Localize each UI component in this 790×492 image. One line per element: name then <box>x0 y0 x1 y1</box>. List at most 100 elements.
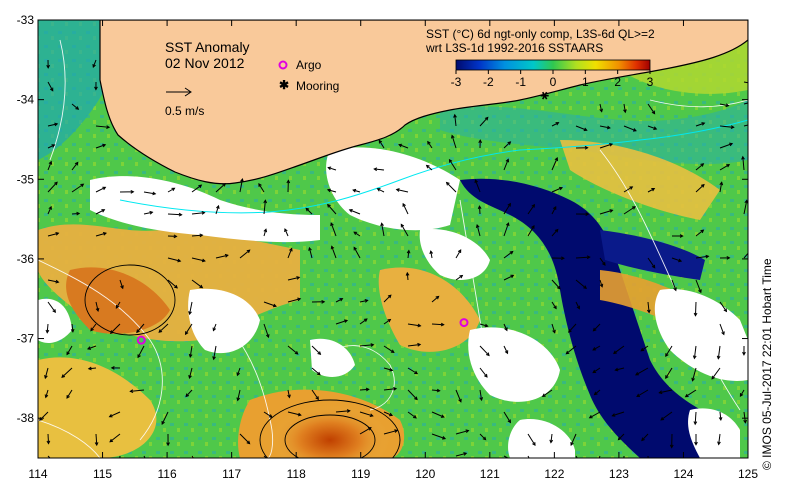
warm-anomaly-central <box>378 267 480 352</box>
current-vector-head <box>665 353 669 358</box>
current-vector <box>308 247 313 259</box>
current-vector-head <box>479 397 484 402</box>
current-vector-head <box>129 389 134 394</box>
current-vector-head <box>201 258 206 263</box>
current-vector-head <box>402 202 406 207</box>
current-vector-head <box>387 318 392 323</box>
current-vector <box>109 433 121 443</box>
current-vector <box>158 323 169 333</box>
current-vector-head <box>417 342 422 347</box>
x-tick-label: 116 <box>158 467 177 481</box>
current-vector <box>551 122 559 127</box>
current-vector <box>623 125 637 132</box>
current-vector <box>599 143 613 149</box>
current-vector <box>381 223 385 237</box>
current-vector <box>695 279 702 293</box>
current-vector <box>431 433 446 440</box>
current-vector-head <box>258 183 262 187</box>
current-vector <box>311 389 319 400</box>
current-vector <box>685 389 697 398</box>
current-vector <box>635 367 649 376</box>
current-vector <box>95 232 107 237</box>
current-vector <box>353 231 361 237</box>
y-tick-label: -33 <box>17 13 35 27</box>
current-vector <box>287 411 301 416</box>
current-vector <box>239 178 243 193</box>
current-vector <box>349 209 361 215</box>
current-vector-head <box>109 330 114 334</box>
current-vector <box>167 257 181 262</box>
current-vector-head <box>691 377 695 382</box>
current-vector <box>215 254 228 259</box>
current-vector <box>167 213 182 216</box>
current-vector-head <box>317 351 322 356</box>
current-vector-head <box>224 253 229 258</box>
current-vector <box>61 367 73 378</box>
current-vector-head <box>442 436 447 440</box>
current-vector <box>95 125 110 128</box>
current-vector <box>330 222 337 237</box>
current-vector-head <box>46 440 51 445</box>
current-vector <box>212 323 217 331</box>
current-vector-head <box>284 228 288 233</box>
current-vector <box>191 257 206 262</box>
current-vector-head <box>436 388 441 393</box>
current-vector-head <box>448 158 453 163</box>
contour-lines <box>38 39 748 458</box>
colorbar-tick-label: 1 <box>582 75 589 89</box>
x-tick-label: 121 <box>480 467 500 481</box>
current-vector <box>374 168 385 171</box>
current-vector-head <box>90 327 94 332</box>
current-vector <box>287 276 300 281</box>
current-vector-head <box>711 375 716 380</box>
current-vector-head <box>556 285 561 290</box>
current-vector-head <box>588 414 593 419</box>
shelf-break-contour <box>119 119 748 214</box>
current-vector <box>328 167 337 171</box>
current-vector <box>711 367 721 380</box>
current-vector <box>95 433 98 446</box>
current-vector <box>575 301 580 309</box>
x-tick-label: 118 <box>287 467 306 481</box>
current-vector-head <box>212 327 217 332</box>
current-vector-head <box>158 329 163 333</box>
current-vector-head <box>272 303 277 308</box>
current-vector <box>143 211 153 215</box>
current-vector-head <box>632 128 637 132</box>
current-vector <box>647 125 657 130</box>
current-vector <box>92 59 97 68</box>
current-vector <box>551 206 557 215</box>
current-vector-head <box>694 441 698 446</box>
current-vector-head <box>376 188 381 192</box>
current-vector-head <box>596 462 599 465</box>
mooring-star-stroke <box>541 91 548 100</box>
current-vector-head <box>623 109 627 114</box>
current-vector <box>185 389 193 397</box>
current-vector <box>88 367 97 370</box>
current-vector-head <box>559 186 564 191</box>
current-vector <box>66 389 73 399</box>
current-vector-head <box>705 254 710 259</box>
current-vector <box>331 246 337 259</box>
current-vector <box>136 323 145 333</box>
warm-anomaly-sw <box>38 357 157 458</box>
current-vector <box>137 345 145 358</box>
current-vector-head <box>46 64 50 69</box>
current-vector <box>503 411 511 423</box>
cold-anomaly-arm <box>600 230 705 280</box>
current-vector <box>671 279 677 291</box>
current-vector <box>474 179 481 193</box>
current-vector-head <box>380 222 384 227</box>
current-vector-head <box>185 393 190 398</box>
current-vector <box>719 164 730 171</box>
current-vector-head <box>414 396 418 401</box>
current-vector-head <box>66 351 70 356</box>
current-vector-head <box>660 416 665 421</box>
current-vector-head <box>726 164 731 168</box>
current-vector <box>568 323 577 333</box>
y-tick-label: -35 <box>17 172 35 186</box>
colorbar-title-line2: wrt L3S-1d 1992-2016 SSTAARS <box>425 41 603 55</box>
current-vector-head <box>102 186 107 191</box>
current-vector-head <box>684 393 689 398</box>
current-vector-head <box>61 374 66 378</box>
